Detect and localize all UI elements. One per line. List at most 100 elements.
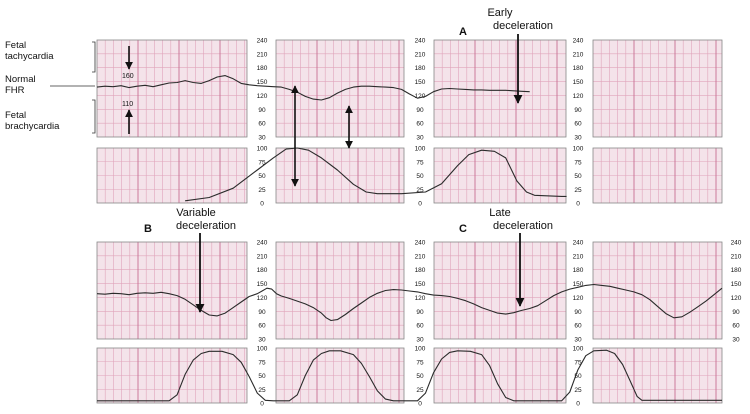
row-b-fhr-panel-3	[433, 241, 567, 340]
row-a-uc-panel-3	[433, 147, 567, 204]
fhr-tick-label: 180	[257, 65, 268, 72]
row-b-fhr-trace	[96, 283, 723, 322]
fhr-tick-label: 240	[257, 38, 268, 45]
fhr-tick-label: 210	[415, 51, 426, 58]
fhr-tick-label: 60	[574, 121, 582, 128]
uc-tick-label: 0	[576, 401, 580, 408]
annotation-late-line1: Late	[489, 207, 510, 219]
fhr-tick-label: 210	[573, 253, 584, 260]
bradycardia-bracket	[92, 99, 96, 134]
fhr-tick-label: 150	[257, 79, 268, 86]
annotation-variable-line1: Variable	[176, 207, 216, 219]
fhr-tick-label: 60	[574, 323, 582, 330]
section-letter-c: C	[459, 223, 467, 235]
fhr-tick-label: 150	[257, 281, 268, 288]
fhr-tick-label: 60	[416, 323, 424, 330]
annotation-early-line1: Early	[487, 7, 513, 19]
uc-tick-label: 75	[416, 359, 424, 366]
fhr-tick-label: 30	[574, 135, 582, 142]
fhr-tick-label: 180	[573, 65, 584, 72]
uc-tick-label: 0	[260, 401, 264, 408]
fhr-tick-label: 150	[415, 281, 426, 288]
row-b-fhr-panel-1	[96, 241, 248, 340]
uc-tick-label: 100	[415, 346, 426, 353]
fhr-tick-label: 30	[416, 337, 424, 344]
uc-tick-label: 75	[574, 359, 582, 366]
uc-tick-label: 75	[416, 159, 424, 166]
fhr-tick-label: 210	[415, 253, 426, 260]
uc-tick-label: 50	[258, 373, 266, 380]
fhr-tick-label: 180	[415, 267, 426, 274]
fhr-tick-label: 240	[257, 240, 268, 247]
label-bradycardia-line2: brachycardia	[5, 121, 60, 132]
section-letter-b: B	[144, 223, 152, 235]
row-b-uc-panel-2	[275, 347, 405, 404]
uc-tick-label: 50	[258, 173, 266, 180]
uc-tick-label: 0	[576, 201, 580, 208]
row-a-fhr-panel-3	[433, 39, 567, 138]
uc-tick-label: 0	[418, 401, 422, 408]
fhr-tick-label: 210	[257, 253, 268, 260]
row-b-uc-panel-4	[592, 347, 723, 404]
fhr-tick-label: 240	[415, 38, 426, 45]
fhr-tick-label: 30	[258, 135, 266, 142]
annotation-late-line2: deceleration	[493, 220, 553, 232]
row-b-fhr-panel-4	[592, 241, 723, 340]
fhr-tick-label: 150	[573, 79, 584, 86]
fhr-tick-label: 90	[732, 309, 740, 316]
fhr-tick-label: 60	[258, 121, 266, 128]
fhr-tick-label: 120	[573, 93, 584, 100]
fhr-tick-label: 180	[257, 267, 268, 274]
fhr-tick-label: 180	[573, 267, 584, 274]
fhr-tick-label: 150	[731, 281, 742, 288]
row-b-fhr-panel-2	[275, 241, 405, 340]
fhr-tick-label: 120	[415, 93, 426, 100]
fhr-tick-label: 30	[416, 135, 424, 142]
fhr-tick-label: 240	[573, 240, 584, 247]
label-normal-line1: Normal	[5, 74, 36, 85]
label-normal-line2: FHR	[5, 85, 25, 96]
section-letter-a: A	[459, 26, 467, 38]
uc-tick-label: 50	[416, 173, 424, 180]
uc-tick-label: 100	[415, 146, 426, 153]
fhr-tick-label: 30	[574, 337, 582, 344]
row-b-uc-trace	[97, 349, 722, 402]
fhr-tick-label: 210	[731, 253, 742, 260]
uc-tick-label: 75	[258, 159, 266, 166]
fhr-tick-label: 30	[258, 337, 266, 344]
uc-tick-label: 100	[257, 346, 268, 353]
value-160: 160	[122, 73, 134, 80]
fhr-tick-label: 30	[732, 337, 740, 344]
value-110: 110	[122, 101, 133, 108]
uc-tick-label: 50	[574, 373, 582, 380]
uc-tick-label: 100	[257, 146, 268, 153]
label-tachycardia-line2: tachycardia	[5, 51, 54, 62]
uc-tick-label: 25	[416, 187, 424, 194]
uc-tick-label: 50	[574, 173, 582, 180]
fhr-tick-label: 120	[257, 93, 268, 100]
annotation-early-line2: deceleration	[493, 20, 553, 32]
uc-tick-label: 25	[416, 387, 424, 394]
fhr-tick-label: 240	[415, 240, 426, 247]
tachycardia-bracket	[92, 41, 96, 73]
row-b-uc-panel-3	[433, 347, 567, 404]
fhr-tick-label: 120	[415, 295, 426, 302]
uc-tick-label: 25	[258, 187, 266, 194]
row-a-uc-trace	[185, 147, 567, 202]
fhr-tick-label: 210	[257, 51, 268, 58]
uc-tick-label: 100	[573, 346, 584, 353]
fhr-tick-label: 120	[573, 295, 584, 302]
uc-tick-label: 25	[574, 387, 582, 394]
uc-tick-label: 25	[258, 387, 266, 394]
row-a-fhr-trace	[96, 75, 530, 101]
fhr-tick-label: 240	[731, 240, 742, 247]
label-bradycardia-line1: Fetal	[5, 110, 26, 121]
row-a-uc-panel-1	[96, 147, 248, 204]
row-b-uc-panel-1	[96, 347, 248, 404]
fhr-tick-label: 240	[573, 38, 584, 45]
fhr-tick-label: 90	[258, 309, 266, 316]
uc-tick-label: 25	[574, 187, 582, 194]
fhr-tick-label: 150	[415, 79, 426, 86]
uc-tick-label: 75	[258, 359, 266, 366]
fhr-tick-label: 90	[416, 107, 424, 114]
